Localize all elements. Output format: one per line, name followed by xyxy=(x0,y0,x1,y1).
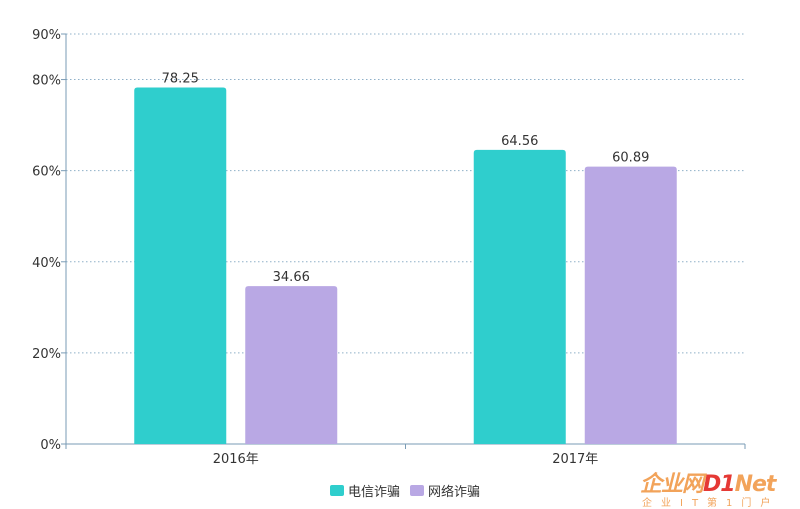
watermark-title: 企业网D1Net xyxy=(640,472,776,497)
legend-swatch-telecom xyxy=(330,485,344,496)
legend-item-internet[interactable]: 网络诈骗 xyxy=(410,481,480,500)
watermark-subtitle: 企业IT第1门户 xyxy=(642,498,780,509)
bar-value-label: 34.66 xyxy=(273,270,310,285)
legend-swatch-internet xyxy=(410,485,425,496)
y-tick-label: 80% xyxy=(32,74,61,89)
legend-label-telecom: 电信诈骗 xyxy=(348,485,401,500)
bar xyxy=(245,286,338,444)
y-tick-label: 90% xyxy=(32,28,61,43)
x-category-label: 2017年 xyxy=(552,452,598,467)
legend-item-telecom[interactable]: 电信诈骗 xyxy=(330,481,400,500)
y-tick-label: 40% xyxy=(32,256,61,271)
x-category-label: 2016年 xyxy=(213,452,259,467)
y-tick-label: 0% xyxy=(40,438,61,453)
d1net-watermark-logo: 企业网D1Net 企业IT第1门户 xyxy=(640,466,800,509)
bar-value-label: 78.25 xyxy=(162,72,199,87)
bar xyxy=(584,166,677,444)
bar xyxy=(134,87,227,445)
bar-value-label: 60.89 xyxy=(612,151,649,166)
bar-value-label: 64.56 xyxy=(501,134,538,149)
y-tick-label: 20% xyxy=(32,347,61,362)
bar xyxy=(473,149,566,445)
legend-label-internet: 网络诈骗 xyxy=(428,485,481,500)
y-tick-label: 60% xyxy=(32,165,61,180)
legend: 电信诈骗 网络诈骗 xyxy=(330,481,480,500)
